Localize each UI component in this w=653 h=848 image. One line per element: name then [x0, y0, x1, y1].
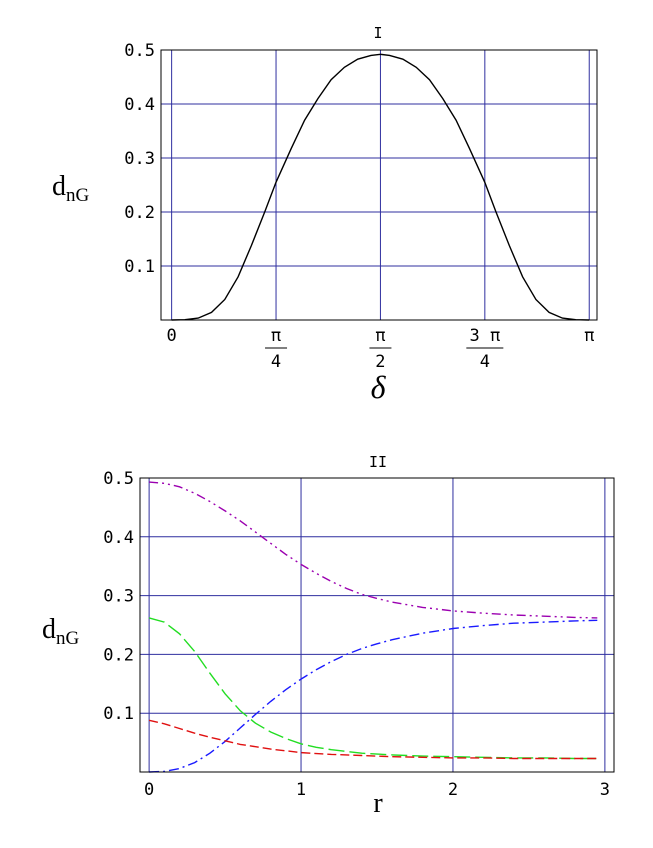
chart-title: I — [373, 24, 382, 42]
x-tick-label: π — [584, 326, 594, 346]
series-line-1 — [171, 53, 590, 321]
x-tick-numerator: π — [271, 326, 281, 346]
series-line-2 — [149, 619, 598, 773]
y-tick-label: 0.5 — [103, 469, 134, 489]
x-tick-numerator: 3 π — [469, 326, 500, 346]
x-tick-label: π4 — [265, 326, 288, 372]
x-tick-label: π2 — [369, 326, 392, 372]
y-tick-label: 0.2 — [124, 203, 155, 223]
x-tick-label: 2 — [448, 780, 458, 800]
series-line-1 — [149, 481, 598, 619]
y-tick-label: 0.3 — [124, 149, 155, 169]
chart-title: II — [369, 453, 387, 471]
y-axis-label: dnG — [42, 614, 80, 649]
chart-panel-ii: II 0.1 0.2 0.3 0.4 0.5 0 1 2 3 dnG r — [42, 453, 615, 819]
x-tick-numerator: π — [584, 326, 594, 346]
x-tick-denominator: 2 — [375, 352, 385, 372]
y-tick-label: 0.1 — [124, 257, 155, 277]
x-tick-denominator: 4 — [480, 352, 490, 372]
x-tick-label: 3 π4 — [466, 326, 504, 372]
series-line-4 — [148, 719, 598, 760]
y-axis-label: dnG — [52, 171, 90, 206]
x-tick-label: 1 — [296, 780, 306, 800]
y-tick-label: 0.4 — [124, 95, 155, 115]
x-tick-label: 0 — [167, 326, 177, 346]
y-tick-label: 0.3 — [103, 587, 134, 607]
x-tick-label: 3 — [600, 780, 610, 800]
y-tick-label: 0.2 — [103, 645, 134, 665]
x-tick-numerator: 0 — [167, 326, 177, 346]
x-axis-label: δ — [371, 369, 387, 405]
plot-frame — [139, 477, 615, 773]
x-tick-denominator: 4 — [271, 352, 281, 372]
x-tick-numerator: π — [375, 326, 385, 346]
y-tick-label: 0.4 — [103, 528, 134, 548]
y-tick-label: 0.1 — [103, 704, 134, 724]
plot-frame — [160, 49, 598, 321]
x-tick-label: 0 — [144, 780, 154, 800]
x-axis-label: r — [373, 788, 383, 819]
y-tick-label: 0.5 — [124, 41, 155, 61]
series-line-3 — [148, 617, 598, 760]
